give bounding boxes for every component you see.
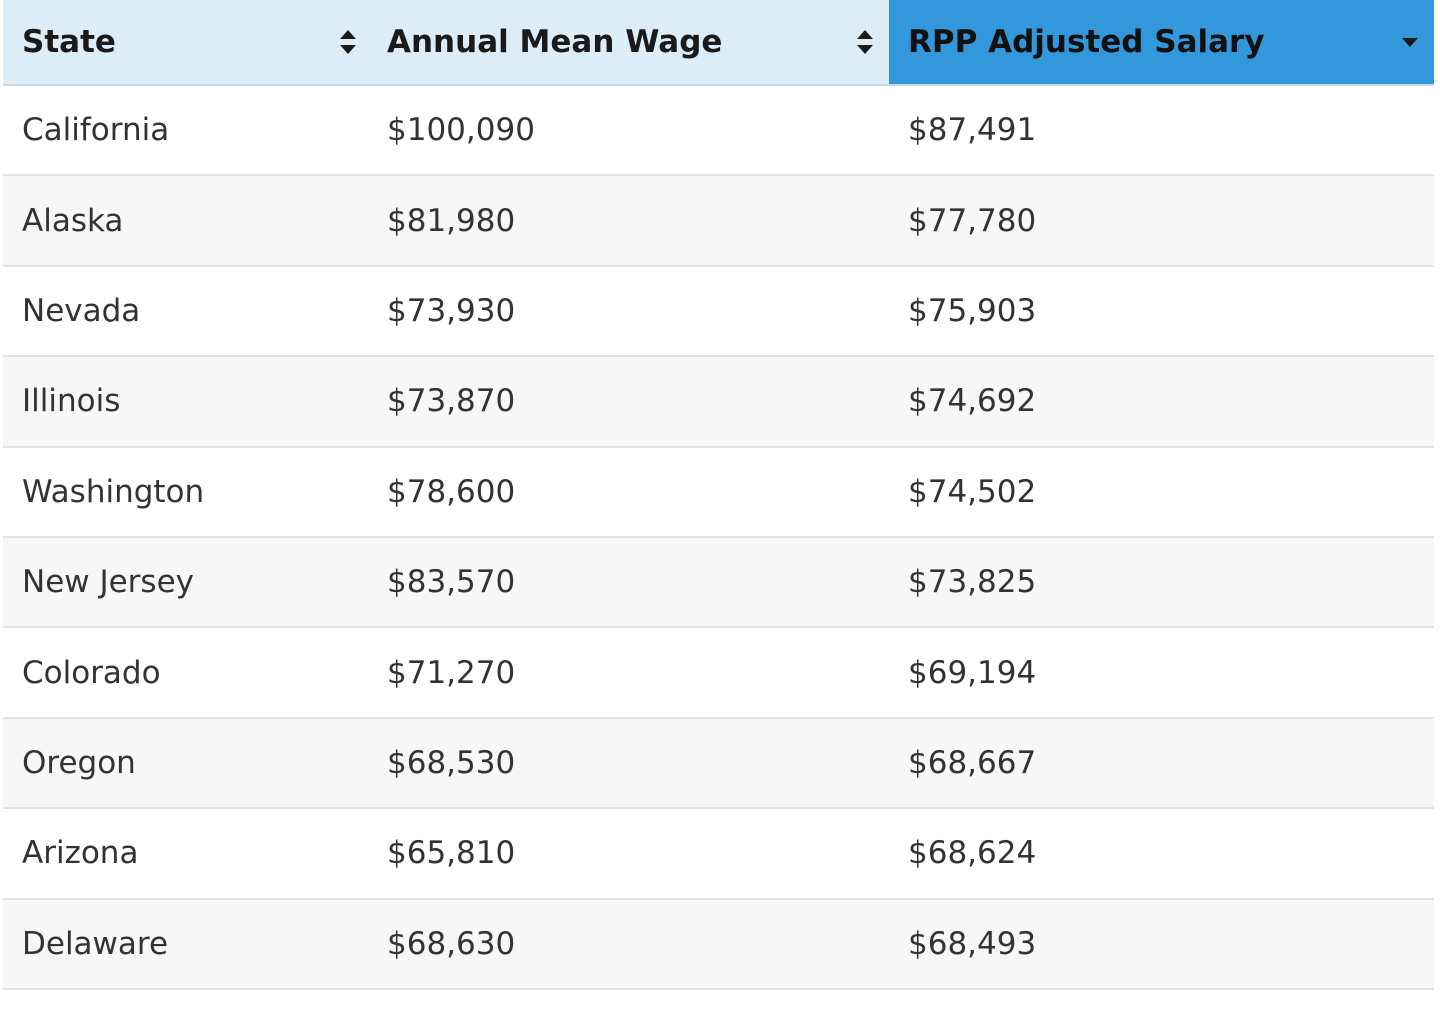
annual-mean-wage-cell: $71,270 [368,626,889,718]
sort-desc-icon[interactable] [1400,27,1420,57]
rpp-adjusted-salary-cell: $69,194 [889,626,1434,718]
state-cell: Colorado [3,626,368,718]
annual-mean-wage-cell: $65,810 [368,807,889,899]
salary-table: State Annual Mean Wage [3,0,1434,1009]
state-cell: Oregon [3,716,368,809]
table-row: Illinois $73,870 $74,692 [3,355,1434,447]
rpp-adjusted-salary-cell: $68,624 [889,807,1434,899]
table-row-partial [3,987,1434,1009]
state-cell: New Jersey [3,535,368,628]
state-column-header[interactable]: State [3,0,368,86]
rpp-adjusted-salary-cell: $77,780 [889,174,1434,266]
rpp-adjusted-salary-cell: $87,491 [889,83,1434,176]
sort-both-icon[interactable] [855,27,875,57]
state-cell: Alaska [3,174,368,266]
salary-table-container: State Annual Mean Wage [3,0,1434,1009]
state-cell: California [3,83,368,176]
table-body: California $100,090 $87,491 Alaska $81,9… [3,83,1434,1009]
rpp-adjusted-salary-cell-partial [889,987,1434,1009]
state-cell-partial [3,987,368,1009]
table-row: Alaska $81,980 $77,780 [3,174,1434,266]
annual-mean-wage-cell: $73,870 [368,355,889,447]
table-row: Oregon $68,530 $68,667 [3,716,1434,809]
table-row: Colorado $71,270 $69,194 [3,626,1434,718]
table-row: Nevada $73,930 $75,903 [3,264,1434,357]
rpp-header-label: RPP Adjusted Salary [908,24,1265,60]
state-cell: Nevada [3,264,368,357]
sort-both-icon[interactable] [338,27,358,57]
state-header-label: State [22,24,116,60]
table-row: Arizona $65,810 $68,624 [3,807,1434,899]
rpp-adjusted-salary-cell: $68,493 [889,897,1434,989]
rpp-adjusted-salary-cell: $74,502 [889,445,1434,537]
annual-mean-wage-cell-partial [368,987,889,1009]
annual-mean-wage-column-header[interactable]: Annual Mean Wage [368,0,889,86]
table-header: State Annual Mean Wage [3,0,1434,86]
rpp-adjusted-salary-cell: $74,692 [889,355,1434,447]
state-cell: Delaware [3,897,368,989]
annual-mean-wage-cell: $78,600 [368,445,889,537]
table-row: Delaware $68,630 $68,493 [3,897,1434,989]
header-row: State Annual Mean Wage [3,0,1434,86]
table-row: New Jersey $83,570 $73,825 [3,535,1434,628]
annual-mean-wage-cell: $83,570 [368,535,889,628]
annual-mean-wage-cell: $73,930 [368,264,889,357]
rpp-adjusted-salary-cell: $73,825 [889,535,1434,628]
state-cell: Illinois [3,355,368,447]
table-row: Washington $78,600 $74,502 [3,445,1434,537]
annual-mean-wage-cell: $68,630 [368,897,889,989]
rpp-adjusted-salary-cell: $75,903 [889,264,1434,357]
state-cell: Washington [3,445,368,537]
annual-mean-wage-cell: $81,980 [368,174,889,266]
annual-mean-wage-cell: $100,090 [368,83,889,176]
state-cell: Arizona [3,807,368,899]
wage-header-label: Annual Mean Wage [387,24,723,60]
annual-mean-wage-cell: $68,530 [368,716,889,809]
rpp-adjusted-salary-cell: $68,667 [889,716,1434,809]
table-row: California $100,090 $87,491 [3,83,1434,176]
rpp-adjusted-salary-column-header[interactable]: RPP Adjusted Salary [889,0,1434,86]
